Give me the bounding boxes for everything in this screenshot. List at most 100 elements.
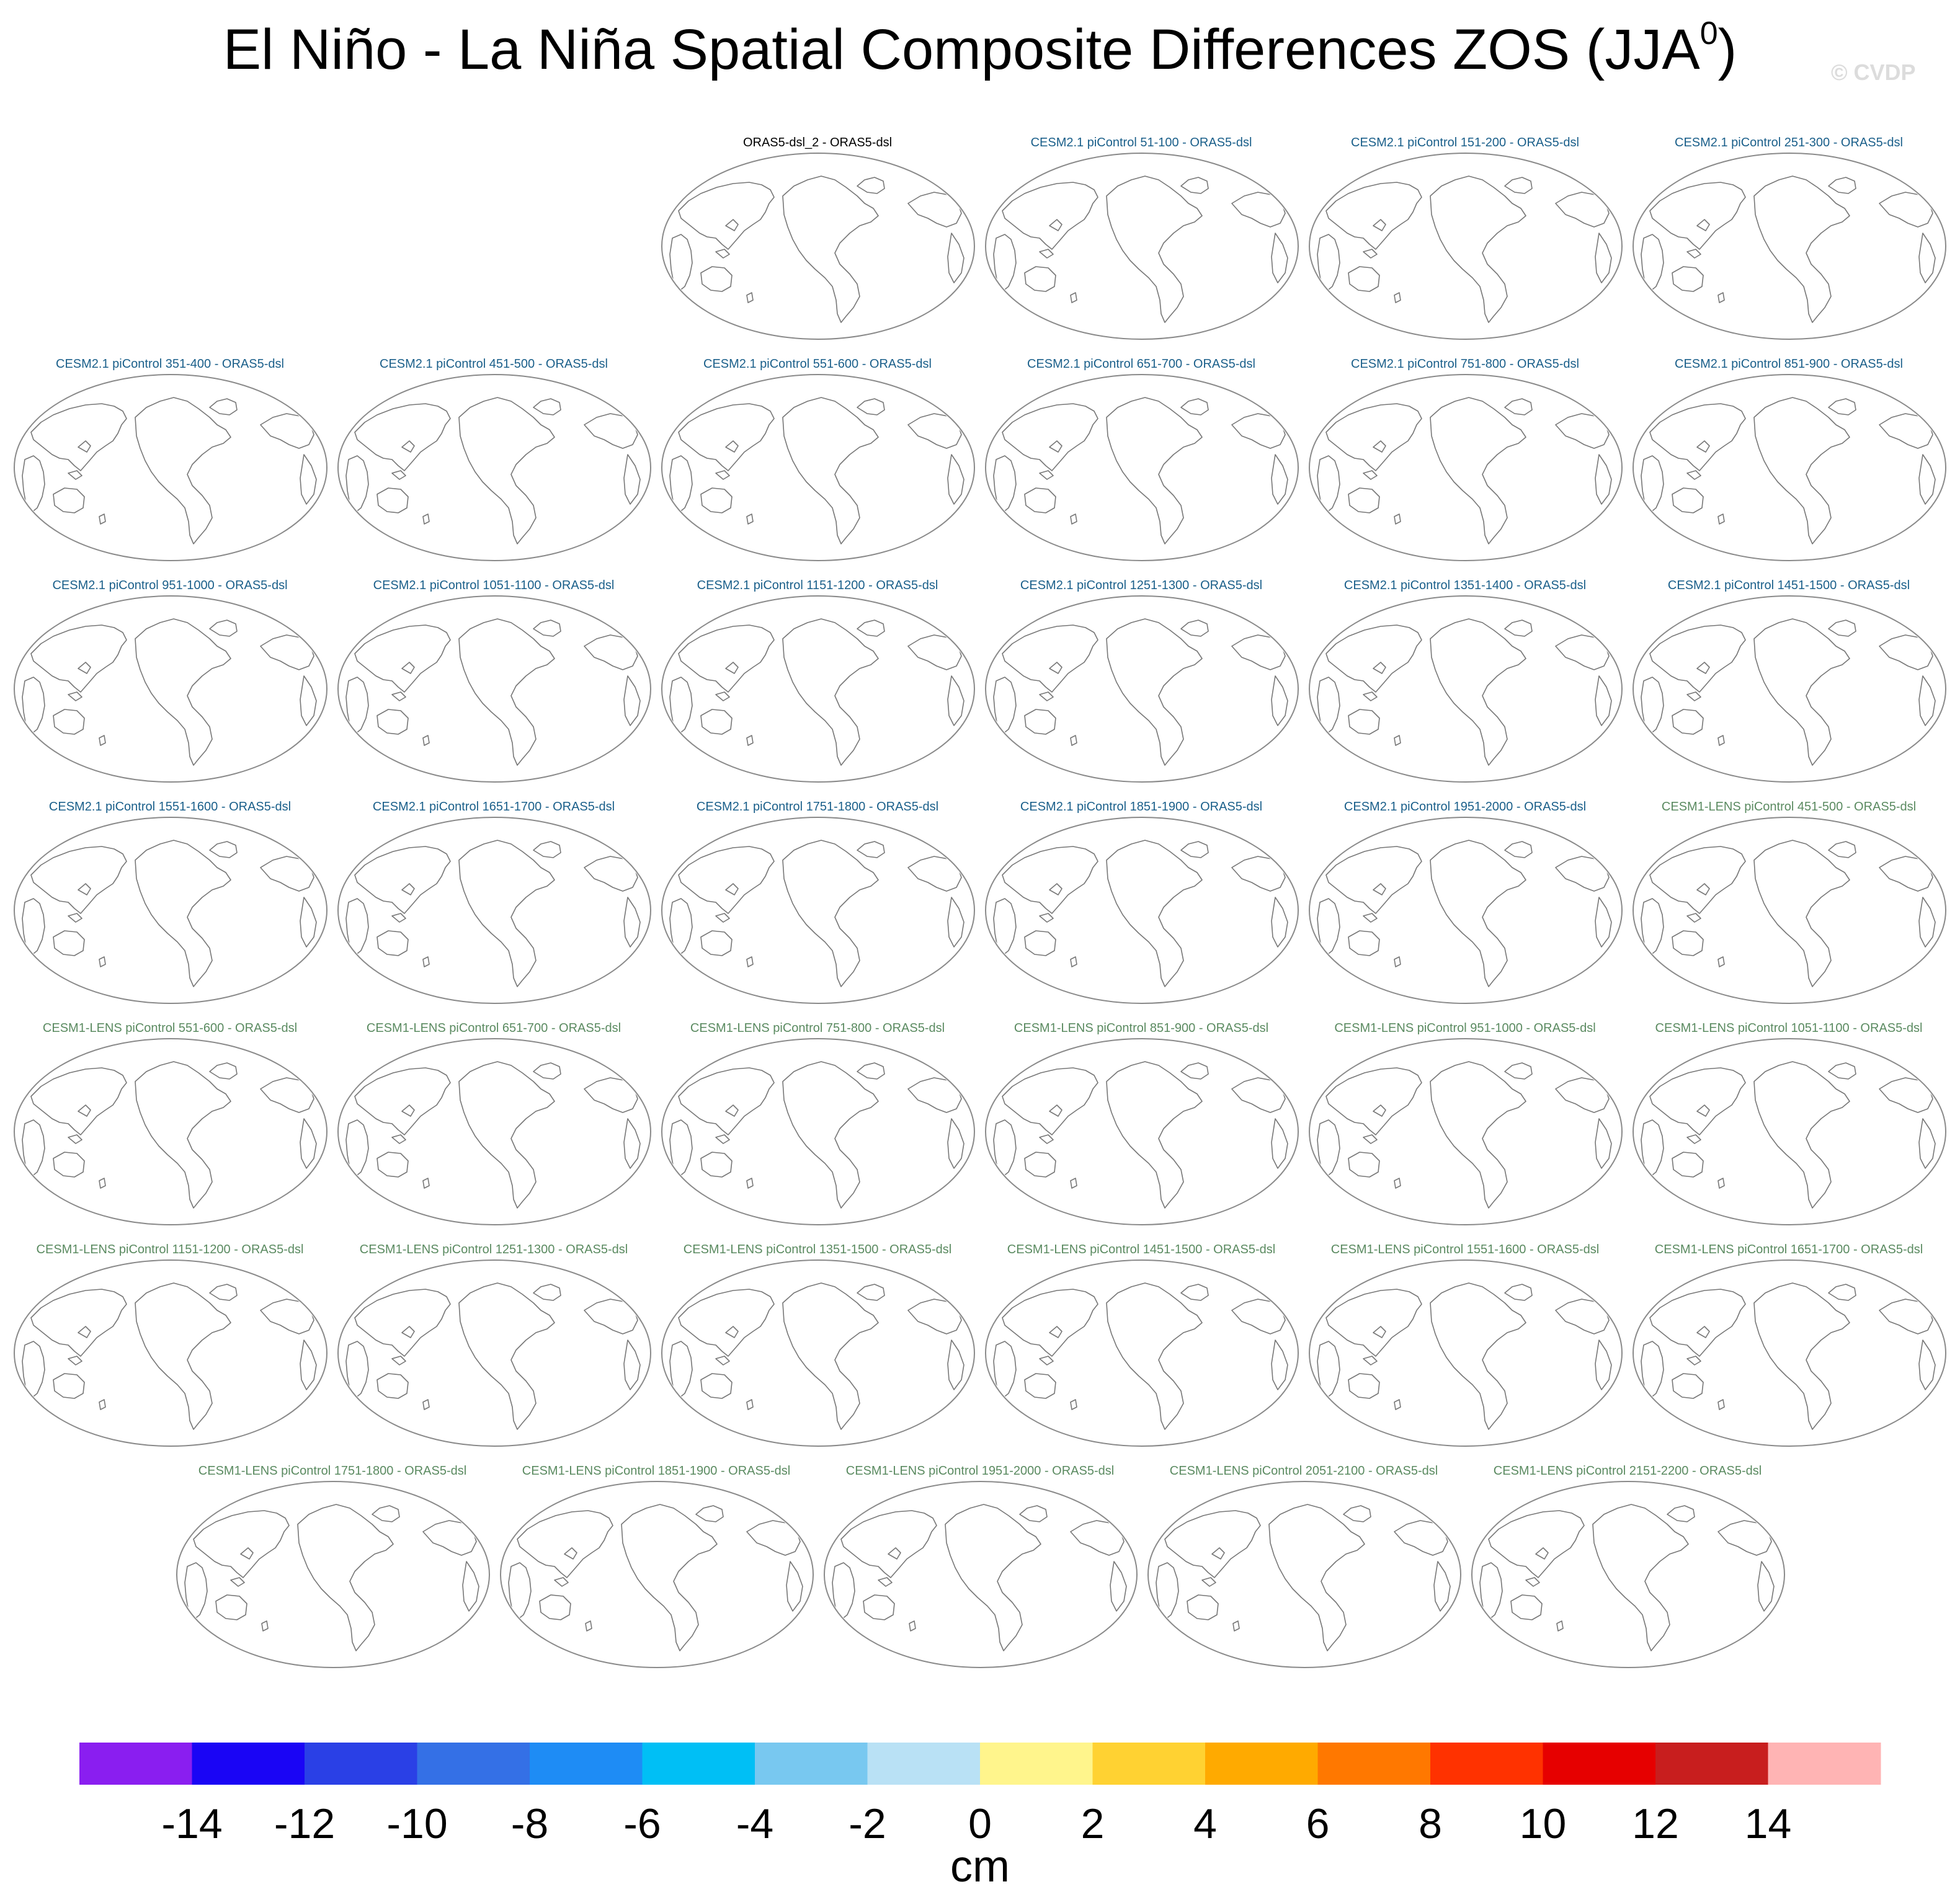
map-panel: CESM1-LENS piControl 1551-1600 - ORAS5-d… xyxy=(1304,1242,1626,1453)
colorbar-swatch xyxy=(1092,1743,1206,1785)
colorbar-swatch xyxy=(980,1743,1093,1785)
world-map xyxy=(1633,817,1946,1004)
world-map xyxy=(985,1038,1299,1225)
panel-title: CESM1-LENS piControl 1551-1600 - ORAS5-d… xyxy=(1330,1243,1600,1256)
panel-title: CESM2.1 piControl 451-500 - ORAS5-dsl xyxy=(380,357,608,371)
colorbar-swatch xyxy=(1768,1743,1881,1785)
world-map xyxy=(985,595,1299,783)
map-panel: CESM2.1 piControl 1351-1400 - ORAS5-dsl xyxy=(1304,578,1626,789)
colorbar-tick-label: 14 xyxy=(1745,1800,1792,1847)
panel-title: CESM2.1 piControl 1151-1200 - ORAS5-dsl xyxy=(697,579,938,592)
panel-title: CESM2.1 piControl 1051-1100 - ORAS5-dsl xyxy=(373,579,615,592)
colorbar-swatch xyxy=(755,1743,868,1785)
world-map xyxy=(985,817,1299,1004)
map-panel: CESM1-LENS piControl 1951-2000 - ORAS5-d… xyxy=(819,1463,1141,1674)
colorbar-tick-label: -14 xyxy=(161,1800,222,1847)
map-panel: CESM1-LENS piControl 1651-1700 - ORAS5-d… xyxy=(1628,1242,1950,1453)
world-map xyxy=(337,817,651,1004)
world-map xyxy=(985,153,1299,340)
colorbar: -14 -12 -10 -8 -6 -4 -2 0 2 4 6 8 10 12 14 cm xyxy=(79,1743,1881,1891)
world-map xyxy=(661,374,975,561)
panel-title: CESM2.1 piControl 1351-1400 - ORAS5-dsl xyxy=(1343,579,1587,592)
panel-title: CESM2.1 piControl 551-600 - ORAS5-dsl xyxy=(703,357,932,371)
colorbar-swatch xyxy=(192,1743,305,1785)
colorbar-tick-label: -8 xyxy=(511,1800,548,1847)
map-panel: CESM2.1 piControl 1151-1200 - ORAS5-dsl xyxy=(656,578,979,789)
map-panel: ORAS5-dsl_2 - ORAS5-dsl xyxy=(656,135,979,346)
map-panel: CESM2.1 piControl 751-800 - ORAS5-dsl xyxy=(1304,357,1626,567)
panel-title: CESM2.1 piControl 751-800 - ORAS5-dsl xyxy=(1351,357,1579,371)
map-panel: CESM1-LENS piControl 751-800 - ORAS5-dsl xyxy=(656,1021,979,1232)
map-panel: CESM1-LENS piControl 1751-1800 - ORAS5-d… xyxy=(171,1463,494,1674)
colorbar-tick-label: 10 xyxy=(1520,1800,1567,1847)
world-map xyxy=(661,817,975,1004)
panel-title: CESM2.1 piControl 1951-2000 - ORAS5-dsl xyxy=(1343,800,1587,814)
world-map xyxy=(1309,817,1623,1004)
colorbar-swatch xyxy=(642,1743,755,1785)
colorbar-tick-label: 8 xyxy=(1419,1800,1442,1847)
colorbar-unit-label: cm xyxy=(950,1842,1010,1891)
map-panel: CESM1-LENS piControl 2051-2100 - ORAS5-d… xyxy=(1143,1463,1465,1674)
world-map xyxy=(1471,1481,1785,1668)
panel-title: CESM2.1 piControl 251-300 - ORAS5-dsl xyxy=(1675,136,1903,149)
colorbar-tick-label: -10 xyxy=(386,1800,447,1847)
map-panel: CESM1-LENS piControl 851-900 - ORAS5-dsl xyxy=(980,1021,1303,1232)
world-map xyxy=(14,595,327,783)
panel-title: CESM1-LENS piControl 1751-1800 - ORAS5-d… xyxy=(198,1464,467,1478)
map-panel: CESM2.1 piControl 451-500 - ORAS5-dsl xyxy=(332,357,655,567)
colorbar-swatch xyxy=(1543,1743,1656,1785)
world-map xyxy=(337,374,651,561)
colorbar-swatch xyxy=(305,1743,417,1785)
world-map xyxy=(1633,1038,1946,1225)
colorbar-swatch xyxy=(530,1743,643,1785)
panel-title: CESM1-LENS piControl 2151-2200 - ORAS5-d… xyxy=(1493,1464,1762,1478)
panel-title: CESM2.1 piControl 651-700 - ORAS5-dsl xyxy=(1027,357,1255,371)
map-panel: CESM2.1 piControl 251-300 - ORAS5-dsl xyxy=(1628,135,1950,346)
colorbar-tick-label: 0 xyxy=(968,1800,992,1847)
panel-title: CESM1-LENS piControl 1451-1500 - ORAS5-d… xyxy=(1007,1243,1276,1256)
world-map xyxy=(824,1481,1138,1668)
map-panel: CESM2.1 piControl 851-900 - ORAS5-dsl xyxy=(1628,357,1950,567)
title-end: ) xyxy=(1717,18,1737,81)
panel-title: CESM1-LENS piControl 1851-1900 - ORAS5-d… xyxy=(522,1464,791,1478)
panel-title: CESM1-LENS piControl 1151-1200 - ORAS5-d… xyxy=(36,1243,304,1256)
panel-title: CESM1-LENS piControl 1051-1100 - ORAS5-d… xyxy=(1655,1021,1923,1035)
panel-title: ORAS5-dsl_2 - ORAS5-dsl xyxy=(742,136,893,149)
title-superscript: 0 xyxy=(1699,16,1718,51)
map-panel: CESM2.1 piControl 1751-1800 - ORAS5-dsl xyxy=(656,799,979,1010)
panel-title: CESM1-LENS piControl 451-500 - ORAS5-dsl xyxy=(1661,800,1917,814)
map-panel: CESM2.1 piControl 951-1000 - ORAS5-dsl xyxy=(9,578,331,789)
world-map xyxy=(1309,374,1623,561)
map-panel: CESM1-LENS piControl 1451-1500 - ORAS5-d… xyxy=(980,1242,1303,1453)
world-map xyxy=(1309,153,1623,340)
map-panel: CESM1-LENS piControl 1851-1900 - ORAS5-d… xyxy=(495,1463,817,1674)
panel-title: CESM1-LENS piControl 1251-1300 - ORAS5-d… xyxy=(359,1243,628,1256)
map-panel: CESM2.1 piControl 351-400 - ORAS5-dsl xyxy=(9,357,331,567)
colorbar-tick-label: -4 xyxy=(736,1800,773,1847)
panel-title: CESM1-LENS piControl 751-800 - ORAS5-dsl xyxy=(690,1021,945,1035)
map-panel: CESM2.1 piControl 1551-1600 - ORAS5-dsl xyxy=(9,799,331,1010)
map-panel: CESM1-LENS piControl 1251-1300 - ORAS5-d… xyxy=(332,1242,655,1453)
colorbar-tick-label: 4 xyxy=(1193,1800,1217,1847)
colorbar-swatch xyxy=(1205,1743,1318,1785)
copyright-watermark: © CVDP xyxy=(1831,60,1916,85)
panel-title: CESM1-LENS piControl 851-900 - ORAS5-dsl xyxy=(1013,1021,1269,1035)
colorbar-swatch xyxy=(867,1743,981,1785)
colorbar-tick-label: 2 xyxy=(1081,1800,1105,1847)
world-map xyxy=(176,1481,490,1668)
world-map xyxy=(661,595,975,783)
map-panel: CESM1-LENS piControl 1151-1200 - ORAS5-d… xyxy=(9,1242,331,1453)
panel-title: CESM2.1 piControl 1451-1500 - ORAS5-dsl xyxy=(1667,579,1910,592)
colorbar-swatch xyxy=(417,1743,530,1785)
map-panel: CESM1-LENS piControl 651-700 - ORAS5-dsl xyxy=(332,1021,655,1232)
panel-title: CESM1-LENS piControl 1351-1500 - ORAS5-d… xyxy=(683,1243,952,1256)
world-map xyxy=(985,374,1299,561)
panel-title: CESM2.1 piControl 1651-1700 - ORAS5-dsl xyxy=(372,800,615,814)
world-map xyxy=(1633,1259,1946,1447)
map-panel: CESM1-LENS piControl 951-1000 - ORAS5-ds… xyxy=(1304,1021,1626,1232)
map-panel: CESM1-LENS piControl 551-600 - ORAS5-dsl xyxy=(9,1021,331,1232)
colorbar-tick-label: -6 xyxy=(623,1800,661,1847)
world-map xyxy=(1633,595,1946,783)
panel-title: CESM1-LENS piControl 1951-2000 - ORAS5-d… xyxy=(845,1464,1115,1478)
world-map xyxy=(337,1038,651,1225)
